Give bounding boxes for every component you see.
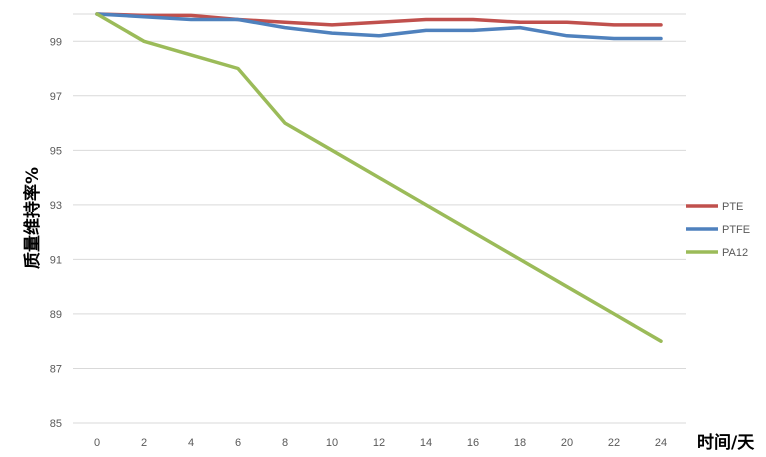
x-tick-labels: 0 2 4 6 8 10 12 14 16 18 20 22 24 bbox=[94, 437, 667, 449]
y-tick-label-85: 85 bbox=[50, 418, 62, 430]
legend: PTE PTFE PA12 bbox=[686, 201, 750, 259]
x-tick-label-24: 24 bbox=[655, 437, 667, 449]
series-line-pte bbox=[95, 12, 663, 27]
x-axis-title: 时间/天 bbox=[697, 432, 755, 453]
y-axis-title: 质量维持率% bbox=[22, 167, 43, 269]
x-tick-label-12: 12 bbox=[373, 437, 385, 449]
y-tick-label-87: 87 bbox=[50, 363, 62, 375]
legend-label-pa12: PA12 bbox=[722, 247, 748, 259]
y-tick-label-91: 91 bbox=[50, 254, 62, 266]
series-lines bbox=[95, 12, 663, 343]
legend-label-pte: PTE bbox=[722, 201, 743, 213]
legend-label-ptfe: PTFE bbox=[722, 224, 750, 236]
y-tick-label-95: 95 bbox=[50, 145, 62, 157]
x-tick-label-8: 8 bbox=[282, 437, 288, 449]
x-tick-label-2: 2 bbox=[141, 437, 147, 449]
series-line-pa12 bbox=[95, 12, 663, 343]
y-tick-labels: 85 87 89 91 93 95 97 99 bbox=[50, 36, 62, 430]
x-tick-label-4: 4 bbox=[188, 437, 194, 449]
y-tick-label-89: 89 bbox=[50, 309, 62, 321]
series-line-ptfe bbox=[95, 12, 663, 41]
y-tick-label-93: 93 bbox=[50, 200, 62, 212]
x-tick-label-14: 14 bbox=[420, 437, 432, 449]
gridlines bbox=[73, 13, 686, 424]
x-tick-label-6: 6 bbox=[235, 437, 241, 449]
x-tick-label-18: 18 bbox=[514, 437, 526, 449]
x-tick-label-0: 0 bbox=[94, 437, 100, 449]
y-tick-label-99: 99 bbox=[50, 36, 62, 48]
y-tick-label-97: 97 bbox=[50, 91, 62, 103]
x-tick-label-22: 22 bbox=[608, 437, 620, 449]
x-tick-label-16: 16 bbox=[467, 437, 479, 449]
x-tick-label-10: 10 bbox=[326, 437, 338, 449]
x-tick-label-20: 20 bbox=[561, 437, 573, 449]
